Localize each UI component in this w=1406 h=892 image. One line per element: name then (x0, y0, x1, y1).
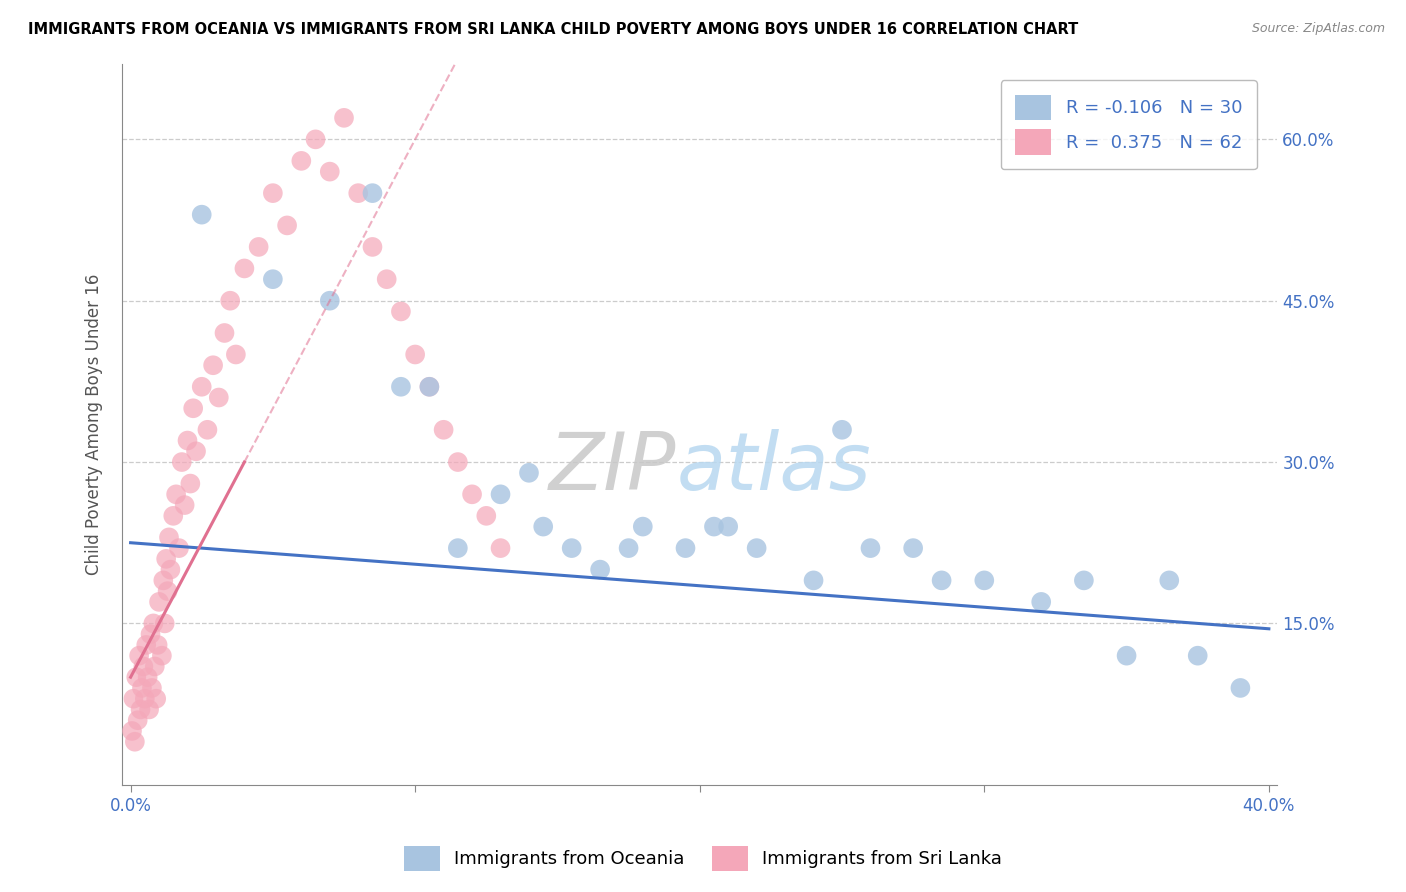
Point (973, 574, 995, 588)
Point (134, 691, 156, 706)
Point (145, 691, 167, 706)
Text: Source: ZipAtlas.com: Source: ZipAtlas.com (1251, 22, 1385, 36)
Text: IMMIGRANTS FROM OCEANIA VS IMMIGRANTS FROM SRI LANKA CHILD POVERTY AMONG BOYS UN: IMMIGRANTS FROM OCEANIA VS IMMIGRANTS FR… (28, 22, 1078, 37)
Point (162, 508, 184, 523)
Point (247, 240, 270, 254)
Point (190, 208, 212, 222)
Point (202, 358, 225, 372)
Point (375, 272, 398, 286)
Point (197, 423, 219, 437)
Point (489, 541, 512, 555)
Point (150, 648, 173, 663)
Point (176, 434, 198, 448)
Point (146, 638, 169, 652)
Point (184, 444, 207, 458)
Point (225, 347, 247, 361)
Point (745, 541, 768, 555)
Point (167, 541, 190, 555)
Point (131, 681, 153, 695)
Point (461, 487, 484, 501)
Point (447, 541, 470, 555)
Point (1229, 681, 1251, 695)
Point (165, 487, 187, 501)
Point (389, 304, 412, 318)
Point (181, 401, 204, 416)
Point (703, 519, 725, 533)
Point (361, 240, 384, 254)
Point (190, 380, 212, 394)
Point (447, 455, 470, 469)
Point (148, 595, 170, 609)
Point (276, 219, 298, 233)
Point (631, 519, 654, 533)
Point (561, 541, 583, 555)
Point (124, 735, 146, 749)
Point (617, 541, 640, 555)
Point (803, 574, 825, 588)
Point (489, 487, 512, 501)
Point (1031, 595, 1053, 609)
Point (208, 391, 231, 405)
Legend: R = -0.106   N = 30, R =  0.375   N = 62: R = -0.106 N = 30, R = 0.375 N = 62 (1001, 80, 1257, 169)
Point (531, 519, 554, 533)
Point (179, 476, 201, 491)
Point (475, 508, 498, 523)
Point (389, 380, 412, 394)
Point (361, 186, 384, 201)
Point (333, 111, 356, 125)
Point (132, 659, 155, 673)
Point (418, 380, 440, 394)
Y-axis label: Child Poverty Among Boys Under 16: Child Poverty Among Boys Under 16 (86, 274, 103, 575)
Point (831, 423, 853, 437)
Point (319, 164, 342, 178)
Point (152, 574, 174, 588)
Point (262, 272, 284, 286)
Point (136, 670, 159, 684)
Point (404, 347, 426, 361)
Point (233, 261, 256, 276)
Point (159, 563, 181, 577)
Point (290, 153, 312, 168)
Point (125, 670, 148, 684)
Point (1187, 648, 1209, 663)
Point (142, 616, 165, 631)
Point (717, 519, 740, 533)
Point (128, 648, 150, 663)
Point (157, 530, 180, 544)
Point (139, 627, 162, 641)
Point (304, 132, 326, 146)
Point (418, 380, 440, 394)
Point (262, 186, 284, 201)
Point (675, 541, 697, 555)
Point (141, 681, 163, 695)
Point (214, 326, 236, 340)
Legend: Immigrants from Oceania, Immigrants from Sri Lanka: Immigrants from Oceania, Immigrants from… (396, 838, 1010, 879)
Point (347, 186, 370, 201)
Point (173, 498, 195, 512)
Point (1159, 574, 1181, 588)
Point (589, 563, 612, 577)
Point (153, 616, 176, 631)
Point (138, 702, 160, 716)
Text: atlas: atlas (676, 429, 872, 507)
Point (931, 574, 953, 588)
Point (1115, 648, 1137, 663)
Text: ZIP: ZIP (550, 429, 676, 507)
Point (127, 713, 149, 727)
Point (135, 638, 157, 652)
Point (901, 541, 924, 555)
Point (517, 466, 540, 480)
Point (170, 455, 193, 469)
Point (1073, 574, 1095, 588)
Point (122, 691, 145, 706)
Point (219, 293, 242, 308)
Point (155, 552, 177, 566)
Point (121, 723, 143, 738)
Point (433, 423, 456, 437)
Point (859, 541, 882, 555)
Point (143, 659, 166, 673)
Point (319, 293, 342, 308)
Point (129, 702, 152, 716)
Point (156, 584, 179, 599)
